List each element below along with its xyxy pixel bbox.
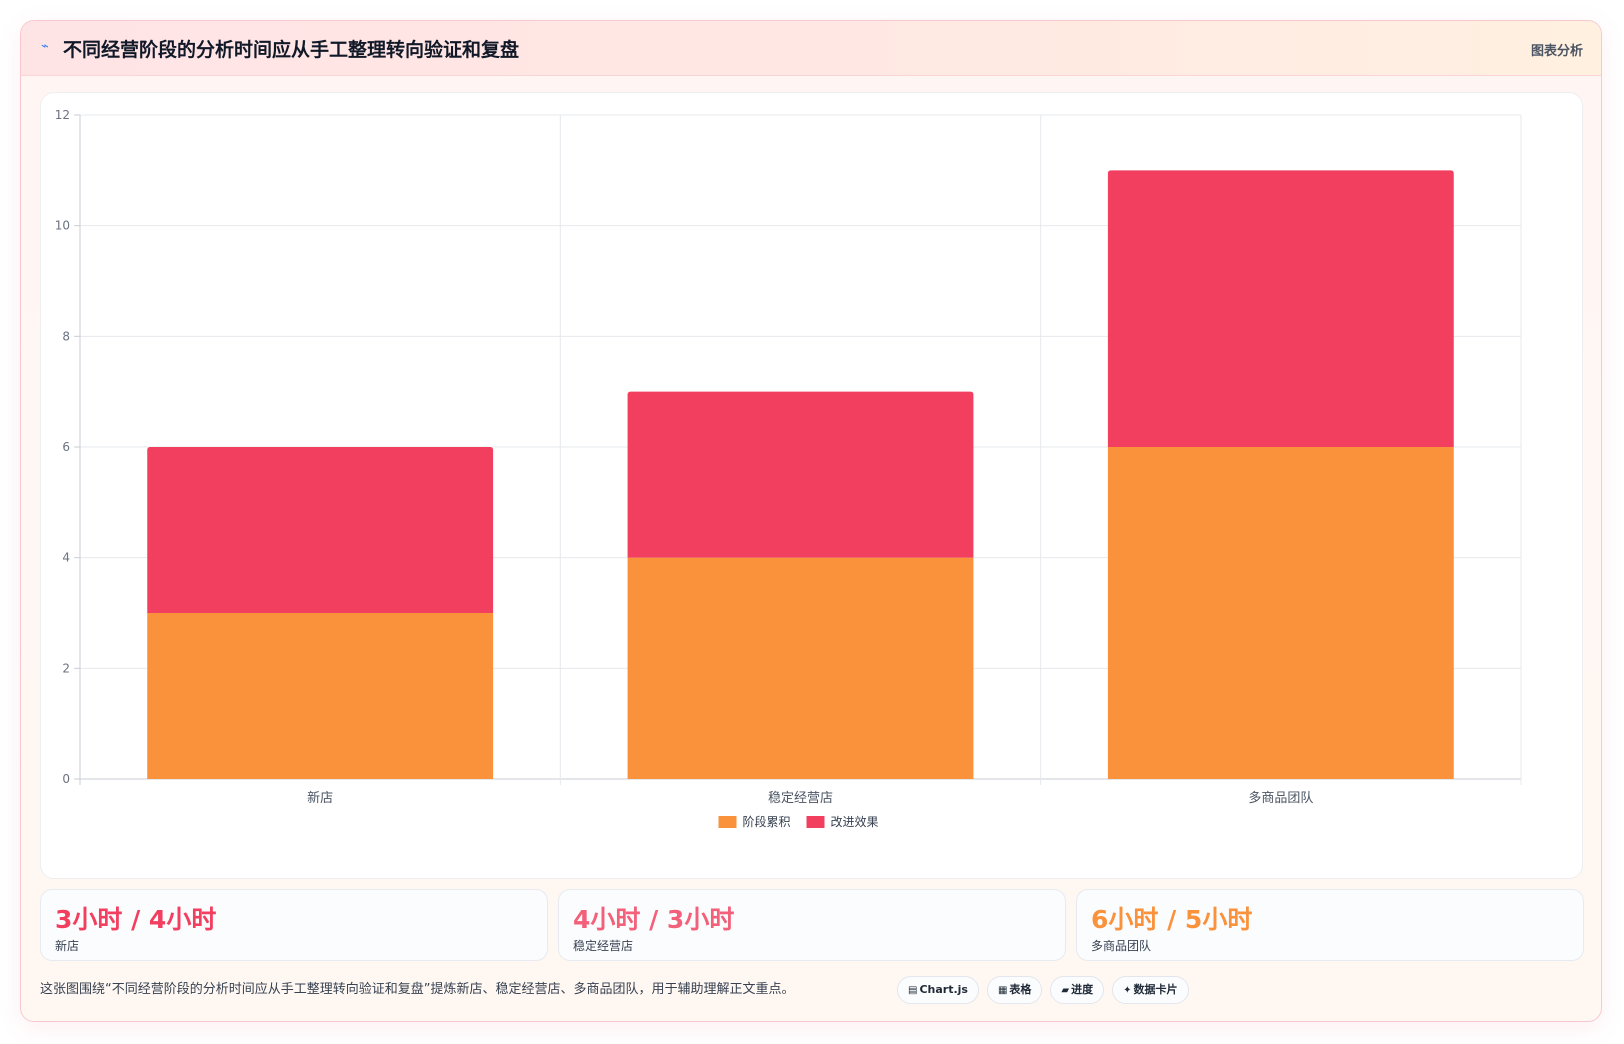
feature-chips: ▤ Chart.js ▦ 表格 ▰ 进度 ✦ 数据卡片 xyxy=(897,976,1197,1004)
stat-label: 稳定经营店 xyxy=(573,939,634,953)
table-icon: ▦ xyxy=(997,985,1008,996)
y-tick-label: 0 xyxy=(62,772,70,786)
stat-value: 4小时 / 3小时 xyxy=(573,905,735,934)
y-tick-label: 12 xyxy=(55,108,70,122)
chart-icon: ▤ xyxy=(908,985,918,996)
stat-value: 3小时 / 4小时 xyxy=(55,905,217,934)
chart-card: ⌁ 不同经营阶段的分析时间应从手工整理转向验证和复盘 图表分析 0 2 4 6 8 10 1… xyxy=(20,20,1602,1022)
legend-label-1: 改进效果 xyxy=(831,814,879,829)
card-tag: 图表分析 xyxy=(1530,44,1583,59)
chart-line-icon: ⌁ xyxy=(41,39,49,54)
legend-swatch-1 xyxy=(806,816,825,828)
x-tick-label: 稳定经营店 xyxy=(768,790,833,806)
chip-chartjs[interactable]: ▤ Chart.js xyxy=(897,976,979,1004)
chip-label: 进度 xyxy=(1071,983,1094,996)
bar-0-2 xyxy=(1107,447,1454,779)
x-tick-label: 多商品团队 xyxy=(1248,790,1313,806)
bar-1-2 xyxy=(1107,170,1454,447)
chip-label: Chart.js xyxy=(919,983,968,996)
chip-progress[interactable]: ▰ 进度 xyxy=(1050,976,1105,1004)
legend-label-0: 阶段累积 xyxy=(743,814,791,829)
bar-1-0 xyxy=(147,447,494,613)
legend-swatch-0 xyxy=(718,816,737,828)
sparkle-icon: ✦ xyxy=(1123,985,1132,996)
y-tick-label: 10 xyxy=(55,219,70,233)
stat-value: 6小时 / 5小时 xyxy=(1091,905,1253,934)
chip-data-card[interactable]: ✦ 数据卡片 xyxy=(1112,976,1189,1004)
bar-0-0 xyxy=(147,613,494,779)
stat-card-new-store: 3小时 / 4小时 新店 xyxy=(40,889,548,961)
card-header: ⌁ 不同经营阶段的分析时间应从手工整理转向验证和复盘 图表分析 xyxy=(21,21,1601,76)
chip-table[interactable]: ▦ 表格 xyxy=(986,976,1043,1004)
y-tick-label: 4 xyxy=(62,551,70,565)
y-tick-label: 8 xyxy=(62,329,70,343)
footnote: 这张图围绕“不同经营阶段的分析时间应从手工整理转向验证和复盘”提炼新店、稳定经营… xyxy=(40,982,795,997)
x-tick-label: 新店 xyxy=(307,790,333,806)
card-title: 不同经营阶段的分析时间应从手工整理转向验证和复盘 xyxy=(63,39,520,61)
chart-container: 0 2 4 6 8 10 12 新店 稳定经营店 多商品团队阶段累积 改进效果 xyxy=(40,92,1583,879)
chip-label: 数据卡片 xyxy=(1133,983,1178,996)
stat-cards: 3小时 / 4小时 新店 4小时 / 3小时 稳定经营店 6小时 / 5小时 多… xyxy=(40,889,1584,961)
progress-icon: ▰ xyxy=(1061,985,1070,996)
y-tick-label: 6 xyxy=(62,440,70,454)
stat-label: 多商品团队 xyxy=(1091,939,1152,953)
stat-label: 新店 xyxy=(55,939,80,953)
bar-1-1 xyxy=(627,391,974,558)
y-tick-label: 2 xyxy=(62,661,70,675)
stat-card-stable-store: 4小时 / 3小时 稳定经营店 xyxy=(558,889,1066,961)
chip-label: 表格 xyxy=(1009,983,1032,996)
bar-0-1 xyxy=(627,557,974,779)
stat-card-multi-product-team: 6小时 / 5小时 多商品团队 xyxy=(1076,889,1584,961)
